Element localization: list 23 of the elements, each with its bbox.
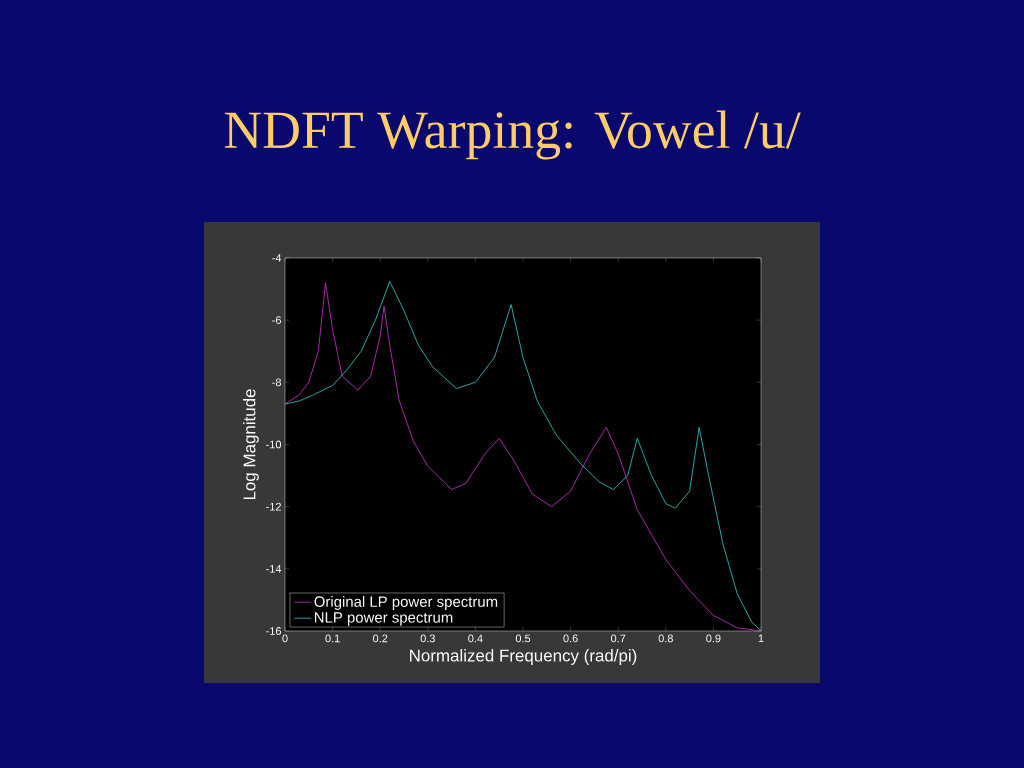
y-tick-label: -16 bbox=[266, 627, 281, 635]
x-tick-label: 0.3 bbox=[420, 634, 435, 643]
x-tick-label: 0.9 bbox=[706, 634, 721, 643]
x-tick-label: 0.4 bbox=[468, 634, 483, 643]
x-tick-label: 0.1 bbox=[325, 634, 340, 643]
y-tick-label: -10 bbox=[266, 440, 282, 449]
y-tick-label: -12 bbox=[266, 502, 281, 511]
chart-title: NDFT Warping: Vowel /u/ bbox=[224, 110, 801, 160]
x-tick-label: 0.6 bbox=[563, 634, 578, 643]
y-tick-label: -8 bbox=[272, 378, 281, 387]
y-tick-label: -6 bbox=[272, 316, 281, 325]
x-tick-label: 0.8 bbox=[658, 634, 673, 643]
x-tick-label: 0.5 bbox=[515, 634, 531, 643]
x-tick-label: 0.2 bbox=[373, 634, 388, 643]
x-tick-label: 0.7 bbox=[611, 634, 626, 643]
x-tick-label: 0 bbox=[282, 634, 288, 643]
y-tick-label: -14 bbox=[266, 565, 282, 573]
y-axis-title: Log Magnitude bbox=[243, 389, 259, 500]
legend-label: NLP power spectrum bbox=[314, 612, 453, 626]
x-tick-label: 1 bbox=[758, 634, 764, 643]
legend-label: Original LP power spectrum bbox=[314, 595, 498, 610]
y-tick-label: -4 bbox=[272, 254, 282, 262]
x-axis-title: Normalized Frequency (rad/pi) bbox=[410, 649, 637, 665]
